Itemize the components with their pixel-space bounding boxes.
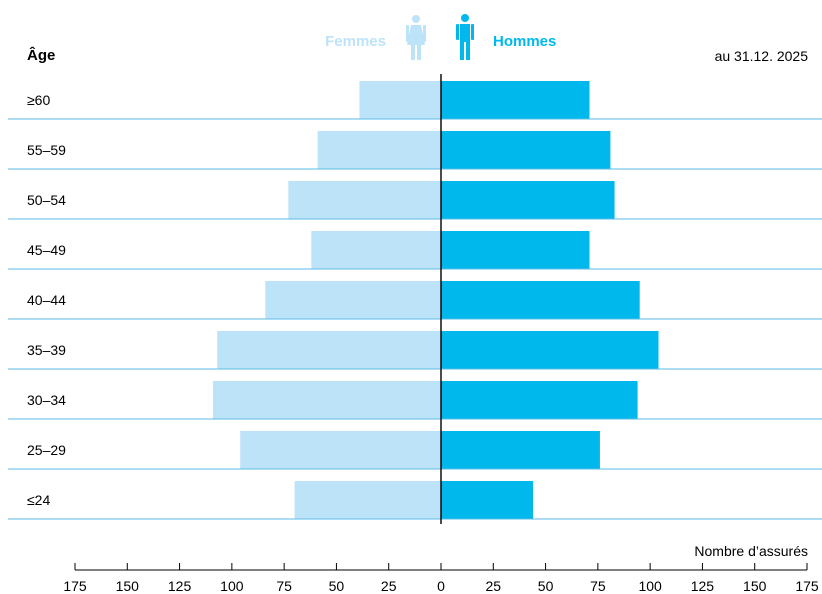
bar-hommes-6: [441, 381, 638, 419]
bar-hommes-0: [441, 81, 590, 119]
x-axis-title: Nombre d’assurés: [694, 543, 808, 559]
bar-femmes-1: [317, 131, 441, 169]
bar-hommes-2: [441, 181, 615, 219]
bar-femmes-0: [359, 81, 441, 119]
bar-hommes-4: [441, 281, 640, 319]
x-tick-label: 125: [168, 578, 192, 594]
age-group-label: 40–44: [27, 292, 66, 308]
bar-femmes-3: [311, 231, 441, 269]
x-axis: Nombre d’assurés 175 150 125 100 75 50 25 0 25 50…: [63, 543, 819, 594]
bar-hommes-1: [441, 131, 611, 169]
bar-femmes-8: [294, 481, 441, 519]
x-tick-label: 50: [329, 578, 345, 594]
bar-hommes-3: [441, 231, 590, 269]
x-tick-label: 150: [116, 578, 140, 594]
age-group-label: 50–54: [27, 192, 66, 208]
legend-femmes-label: Femmes: [325, 33, 386, 50]
bar-femmes-4: [265, 281, 441, 319]
bar-femmes-6: [213, 381, 441, 419]
x-tick-label: 0: [437, 578, 445, 594]
age-group-label: 55–59: [27, 142, 66, 158]
plot-area: ≥60 55–59 50–54 45–49 40–44 35–39 30–34 25–29 ≤2…: [8, 74, 822, 524]
x-tick-label: 175: [63, 578, 87, 594]
bar-femmes-5: [217, 331, 441, 369]
x-tick-label: 25: [485, 578, 501, 594]
x-tick-label: 50: [538, 578, 554, 594]
age-group-label: 45–49: [27, 242, 66, 258]
x-tick-label: 100: [220, 578, 244, 594]
bar-hommes-5: [441, 331, 659, 369]
age-axis-header: Âge: [27, 46, 55, 64]
bar-hommes-8: [441, 481, 534, 519]
age-group-label: ≤24: [27, 492, 50, 508]
age-group-label: ≥60: [27, 92, 50, 108]
x-tick-label: 100: [638, 578, 662, 594]
age-group-label: 25–29: [27, 442, 66, 458]
female-icon: [406, 15, 426, 60]
x-tick-label: 150: [743, 578, 767, 594]
x-tick-label: 25: [381, 578, 397, 594]
bar-femmes-7: [240, 431, 441, 469]
male-icon: [456, 14, 474, 60]
age-group-label: 30–34: [27, 392, 66, 408]
date-note: au 31.12. 2025: [715, 48, 809, 64]
x-tick-label: 75: [276, 578, 292, 594]
bar-hommes-7: [441, 431, 600, 469]
chart-header: Âge Femmes Hommes au 31.12. 2025: [27, 14, 808, 64]
x-tick-label: 175: [795, 578, 819, 594]
x-tick-label: 125: [691, 578, 715, 594]
legend-hommes-label: Hommes: [493, 33, 556, 50]
age-group-label: 35–39: [27, 342, 66, 358]
x-tick-label: 75: [590, 578, 606, 594]
bar-femmes-2: [288, 181, 441, 219]
